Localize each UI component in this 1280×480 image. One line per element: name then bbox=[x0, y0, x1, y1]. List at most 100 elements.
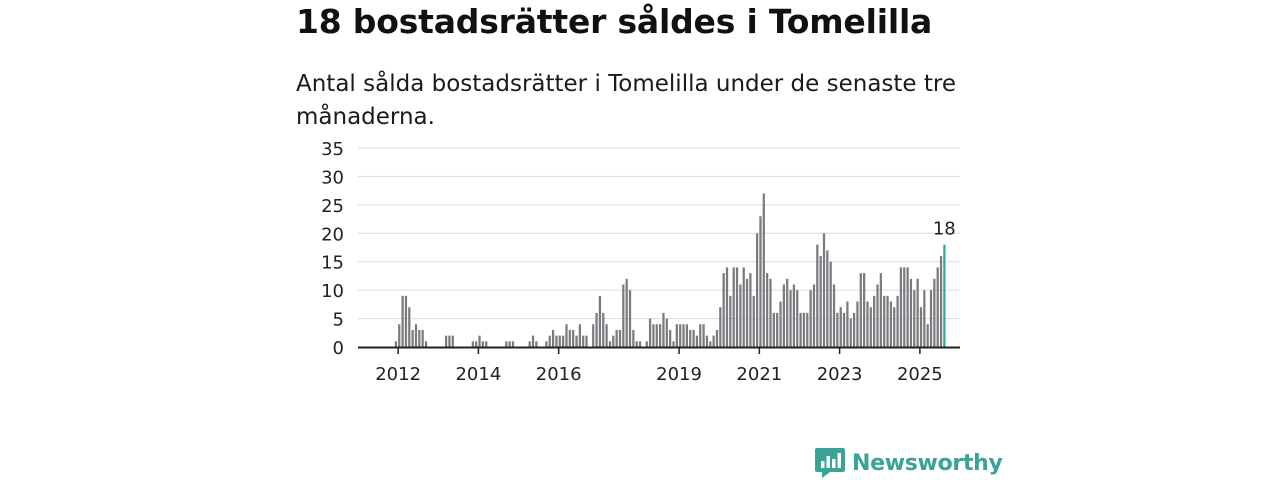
bar bbox=[655, 324, 658, 347]
bar bbox=[401, 295, 404, 347]
x-tick-label: 2012 bbox=[375, 364, 421, 385]
bar bbox=[846, 301, 849, 347]
bar bbox=[755, 233, 759, 347]
bar bbox=[849, 318, 852, 347]
chart-title: 18 bostadsrätter såldes i Tomelilla bbox=[296, 2, 933, 41]
bar bbox=[772, 312, 775, 347]
bar bbox=[786, 278, 789, 347]
bar bbox=[739, 284, 742, 347]
bar bbox=[699, 324, 702, 347]
bar bbox=[448, 335, 451, 347]
newsworthy-logo-icon bbox=[815, 448, 845, 478]
bar bbox=[903, 267, 906, 347]
bar bbox=[936, 267, 939, 347]
bar bbox=[909, 278, 913, 347]
bar bbox=[475, 341, 478, 347]
bar bbox=[876, 284, 879, 347]
bar bbox=[605, 324, 608, 347]
bar bbox=[558, 335, 561, 347]
bar bbox=[762, 193, 765, 347]
bar bbox=[682, 324, 685, 347]
bar bbox=[919, 307, 923, 347]
bar bbox=[692, 329, 695, 347]
bar bbox=[421, 329, 424, 347]
x-tick-label: 2016 bbox=[536, 364, 582, 385]
bar bbox=[735, 267, 739, 347]
y-tick-label: 35 bbox=[321, 139, 344, 160]
bar bbox=[485, 341, 488, 347]
bar bbox=[886, 295, 889, 347]
bar bbox=[842, 312, 846, 347]
bar bbox=[705, 335, 709, 347]
bar bbox=[598, 295, 602, 347]
bar bbox=[595, 312, 598, 347]
bar bbox=[866, 301, 869, 347]
bar bbox=[545, 341, 548, 347]
bar bbox=[528, 341, 531, 347]
bar bbox=[585, 335, 588, 347]
x-tick-label: 2014 bbox=[455, 364, 501, 385]
bar bbox=[535, 341, 538, 347]
newsworthy-logo-text: Newsworthy bbox=[852, 450, 1003, 476]
bar bbox=[712, 335, 715, 347]
bar bbox=[622, 284, 625, 347]
x-tick-label: 2023 bbox=[817, 364, 863, 385]
bar bbox=[826, 250, 829, 347]
bar bbox=[719, 307, 722, 347]
bar bbox=[759, 216, 762, 347]
bar bbox=[615, 329, 618, 347]
bar bbox=[551, 329, 555, 347]
bar bbox=[906, 267, 909, 347]
bar bbox=[929, 290, 933, 347]
bar bbox=[665, 318, 668, 347]
bar bbox=[725, 267, 729, 347]
bar bbox=[652, 324, 655, 347]
bar bbox=[612, 335, 615, 347]
bar bbox=[582, 335, 585, 347]
bar bbox=[913, 290, 916, 347]
bar bbox=[715, 329, 719, 347]
bar bbox=[799, 312, 802, 347]
bar bbox=[478, 335, 481, 347]
bar-highlight bbox=[943, 244, 946, 347]
bar bbox=[592, 324, 595, 347]
bar bbox=[822, 233, 826, 347]
bar bbox=[508, 341, 511, 347]
x-tick-label: 2021 bbox=[736, 364, 782, 385]
bar bbox=[451, 335, 454, 347]
bar bbox=[782, 284, 785, 347]
bar bbox=[829, 261, 832, 347]
bar bbox=[745, 278, 749, 347]
bar bbox=[802, 312, 806, 347]
bar bbox=[869, 307, 872, 347]
bar bbox=[548, 335, 551, 347]
bar bbox=[398, 324, 401, 347]
highlight-value-label: 18 bbox=[933, 219, 956, 240]
bar bbox=[608, 341, 612, 347]
y-tick-label: 0 bbox=[333, 338, 344, 359]
bar bbox=[852, 312, 856, 347]
bar bbox=[879, 273, 882, 347]
newsworthy-logo[interactable]: Newsworthy bbox=[814, 446, 1003, 480]
bar bbox=[792, 284, 796, 347]
bar bbox=[752, 295, 755, 347]
bar bbox=[404, 295, 408, 347]
bar bbox=[562, 335, 565, 347]
x-tick-label: 2019 bbox=[656, 364, 702, 385]
bar bbox=[729, 295, 732, 347]
bar bbox=[899, 267, 903, 347]
bar bbox=[926, 324, 929, 347]
bar bbox=[789, 290, 792, 347]
y-tick-label: 30 bbox=[321, 167, 344, 188]
bar bbox=[628, 290, 632, 347]
bar bbox=[505, 341, 508, 347]
bar bbox=[779, 301, 782, 347]
bar bbox=[575, 335, 578, 347]
bar bbox=[481, 341, 484, 347]
bar bbox=[531, 335, 535, 347]
bar bbox=[659, 324, 662, 347]
bar bbox=[645, 341, 648, 347]
bar bbox=[418, 329, 421, 347]
bar bbox=[883, 295, 886, 347]
bar bbox=[732, 267, 735, 347]
